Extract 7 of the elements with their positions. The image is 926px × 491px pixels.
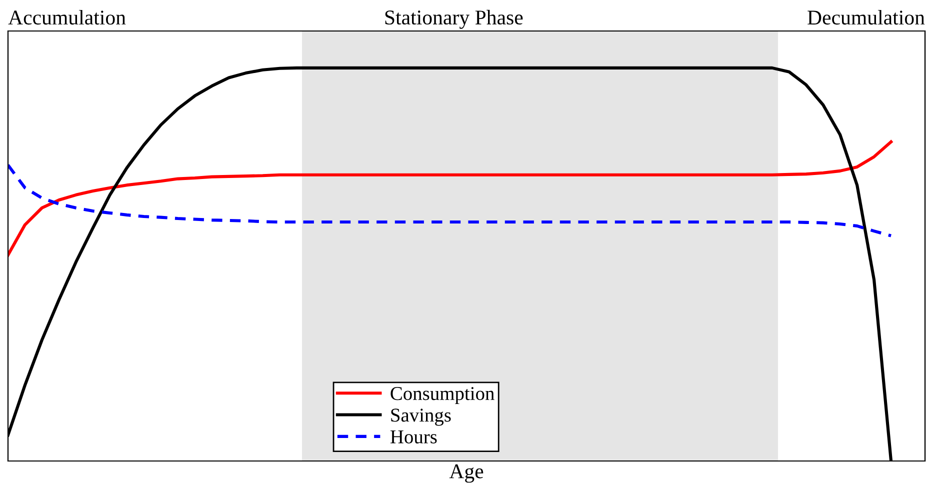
x-axis-title: Age [449,464,484,483]
text: Accumulation [8,10,126,25]
legend-label: Savings [391,408,451,426]
text: Stationary Phase [385,10,523,29]
legend-label: Consumption [390,387,494,404]
text: Decumulation [808,10,925,25]
legend-label: Hours [390,430,437,444]
